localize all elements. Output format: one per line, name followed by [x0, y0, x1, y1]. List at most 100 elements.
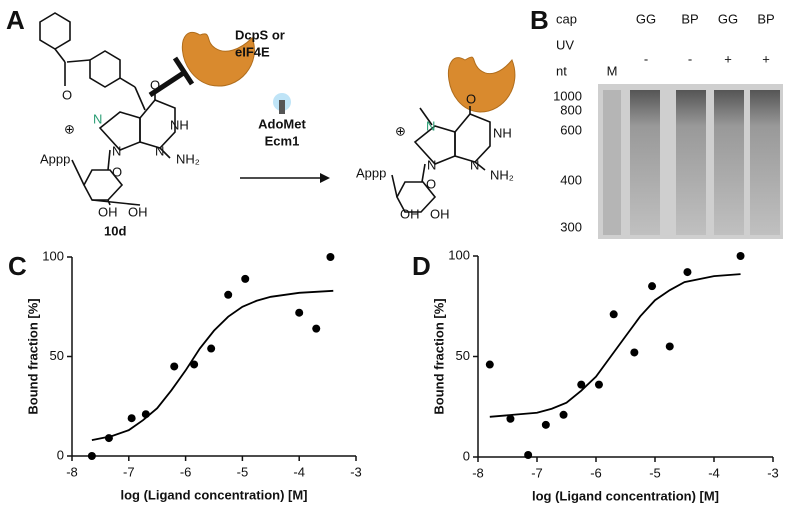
inhibition-bar — [148, 69, 187, 98]
atom: Appp — [40, 151, 70, 166]
atom: OH — [98, 204, 118, 219]
size-label: 1000 — [553, 88, 582, 103]
point — [630, 348, 639, 357]
point — [241, 274, 250, 283]
atom: NH₂ — [490, 167, 514, 182]
point — [577, 380, 586, 389]
y-tick-label: 0 — [463, 448, 470, 463]
point — [312, 324, 321, 333]
x-tick-label: -3 — [350, 464, 362, 479]
y-tick-label: 100 — [42, 248, 64, 263]
atom: O — [112, 164, 122, 179]
molecule-right — [391, 106, 491, 213]
atom: OH — [430, 206, 450, 221]
x-tick-label: -7 — [123, 464, 135, 479]
panel-label: D — [412, 251, 431, 281]
size-label: 400 — [560, 172, 582, 187]
point — [683, 268, 692, 277]
y-tick-label: 0 — [57, 447, 64, 462]
x-tick-label: -8 — [472, 465, 484, 480]
enzyme-label: DcpS or — [235, 27, 285, 42]
point — [127, 414, 136, 423]
panel-label: B — [530, 5, 549, 35]
marker-label: M — [607, 63, 618, 78]
panel-label: C — [8, 251, 27, 281]
atom: N — [426, 118, 435, 133]
size-label: 800 — [560, 102, 582, 117]
x-tick-label: -6 — [180, 464, 192, 479]
x-tick-label: -3 — [767, 465, 779, 480]
row-label: cap — [556, 11, 577, 26]
atom: N — [155, 143, 164, 158]
atom: OH — [128, 204, 148, 219]
enzyme — [181, 32, 255, 87]
x-tick-label: -8 — [66, 464, 78, 479]
atom: Appp — [356, 165, 386, 180]
point — [736, 252, 745, 260]
atom: O — [466, 91, 476, 106]
uv-label: - — [688, 51, 692, 66]
atom: OH — [400, 206, 420, 221]
x-tick-label: -5 — [237, 464, 249, 479]
point — [190, 360, 199, 369]
uv-label: + — [724, 51, 732, 66]
cap-label: GG — [636, 11, 656, 26]
x-axis-label: log (Ligand concentration) [M] — [120, 487, 307, 502]
uv-lamp — [273, 93, 291, 114]
point — [665, 342, 674, 351]
enzyme — [447, 56, 516, 113]
atom: ⊕ — [64, 121, 75, 136]
molecule-left — [39, 12, 176, 206]
atom: NH — [170, 117, 189, 132]
x-tick-label: -6 — [590, 465, 602, 480]
atom: O — [150, 77, 160, 92]
point — [207, 344, 216, 353]
point — [524, 450, 533, 459]
y-tick-label: 50 — [456, 348, 470, 363]
reagent: Ecm1 — [265, 133, 300, 148]
point — [326, 253, 335, 261]
gel-lanes — [603, 90, 780, 235]
enzyme-label: eIF4E — [235, 44, 270, 59]
atom: N — [427, 157, 436, 172]
arrow-head — [320, 173, 330, 183]
uv-label: - — [644, 51, 648, 66]
atom: N — [112, 143, 121, 158]
inhibition-bar — [172, 56, 195, 86]
atom: NH — [493, 125, 512, 140]
uv-label: + — [762, 51, 770, 66]
compound-label: 10d — [104, 223, 126, 238]
atom: O — [62, 87, 72, 102]
fit-curve — [91, 289, 334, 441]
size-label: 600 — [560, 122, 582, 137]
x-tick-label: -7 — [531, 465, 543, 480]
x-tick-label: -5 — [649, 465, 661, 480]
panel-label: A — [6, 5, 25, 35]
point — [506, 414, 515, 423]
fit-curve — [489, 273, 741, 418]
row-label: UV — [556, 37, 574, 52]
point — [295, 308, 304, 317]
y-tick-label: 100 — [448, 247, 470, 262]
atom: NH₂ — [176, 151, 200, 166]
y-axis-label: Bound fraction [%] — [431, 298, 446, 414]
x-tick-label: -4 — [708, 465, 720, 480]
atom: N — [470, 157, 479, 172]
cap-label: BP — [681, 11, 698, 26]
y-axis-label: Bound fraction [%] — [25, 298, 40, 414]
row-label: nt — [556, 63, 567, 78]
cap-label: BP — [757, 11, 774, 26]
reagent: AdoMet — [258, 116, 306, 131]
point — [485, 360, 494, 369]
point — [648, 282, 657, 291]
point — [594, 380, 603, 389]
size-label: 300 — [560, 219, 582, 234]
point — [87, 452, 96, 460]
point — [559, 410, 568, 419]
atom: N — [93, 111, 102, 126]
point — [224, 290, 233, 299]
cap-label: GG — [718, 11, 738, 26]
atom: ⊕ — [395, 123, 406, 138]
point — [170, 362, 179, 371]
